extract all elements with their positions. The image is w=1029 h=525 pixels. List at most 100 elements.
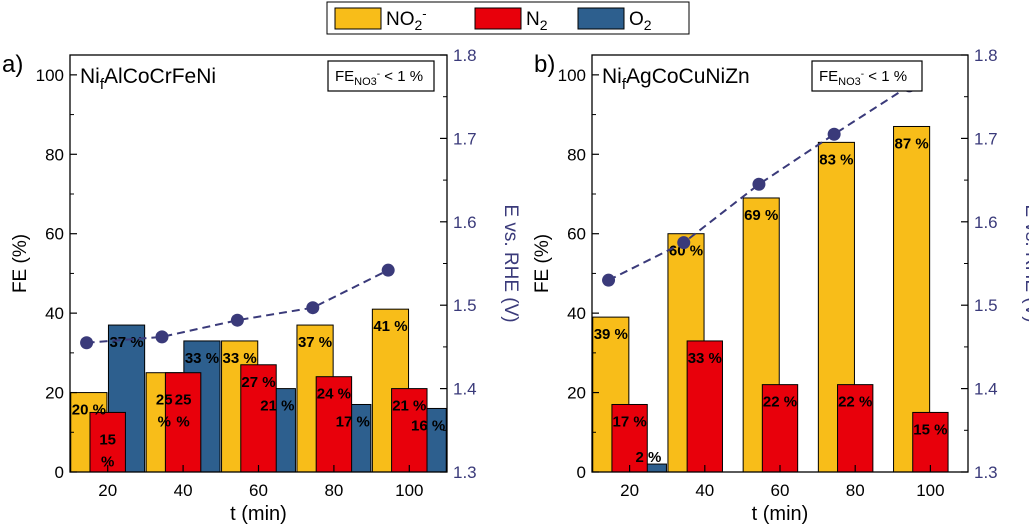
potential-point	[381, 263, 395, 277]
potential-series	[80, 263, 395, 350]
panel-title: NifAgCoCuNiZn	[602, 65, 750, 93]
y-axis-left: 0 20 40 60 80 100 FE (%)	[532, 66, 599, 482]
bar-value-label: 25%	[175, 392, 192, 431]
bar-value-label: 21 %	[392, 398, 426, 415]
legend-swatch-no2	[334, 7, 382, 30]
bar-n2-60	[240, 364, 277, 473]
legend-label-no2: NO2-	[386, 6, 427, 33]
x-tick-label: 80	[846, 481, 865, 500]
y2-tick-label: 1.6	[453, 213, 477, 232]
x-tick-label: 20	[98, 481, 117, 500]
bar-value-label: 60 %	[669, 243, 703, 260]
y-axis-title: FE (%)	[10, 234, 31, 293]
y2-tick-label: 1.5	[974, 296, 998, 315]
potential-point	[677, 236, 691, 250]
bar-value-label: 83 %	[819, 151, 853, 168]
panel-b: 39 % 60 % 69 % 83 % 87 % 17 % 33 % 22 % 22 % 15 %…	[532, 46, 1029, 525]
bar-n2-80	[837, 384, 874, 473]
bar-value-label: 21 %	[260, 398, 294, 415]
bar-value-label: 17 %	[336, 413, 370, 430]
bars	[592, 125, 949, 473]
y2-axis-title: E vs. RHE (V)	[500, 204, 521, 322]
y-tick-label: 40	[567, 304, 586, 323]
y2-tick-label: 1.7	[453, 129, 477, 148]
legend-label-n2: N2	[526, 9, 548, 33]
potential-point	[752, 177, 766, 191]
bar-n2-60	[761, 384, 799, 473]
potential-line	[608, 85, 910, 282]
y-tick-label: 20	[45, 384, 64, 403]
y2-tick-label: 1.4	[974, 380, 998, 399]
bar-value-label: 15 %	[913, 421, 947, 438]
bar-value-label: 33 %	[688, 350, 722, 367]
bar-n2-20	[611, 403, 648, 473]
bar-value-label: 37 %	[298, 334, 332, 351]
panel-a: 20 % 25 % 33 % 37 % 41 % 15 % 25 % 27 % 24 % 21 % 37 …	[2, 46, 521, 525]
panel-label: a)	[2, 51, 23, 78]
bar-value-label: 22 %	[838, 394, 872, 411]
y2-tick-label: 1.7	[974, 129, 998, 148]
bar-value-label: 24 %	[317, 386, 351, 403]
bars	[70, 308, 447, 473]
x-tick-label: 80	[324, 481, 343, 500]
bar-value-label: 15%	[99, 431, 116, 470]
bar-value-label: 37 %	[109, 334, 143, 351]
y-tick-label: 0	[577, 463, 586, 482]
x-tick-label: 100	[916, 481, 944, 500]
potential-point	[155, 330, 169, 344]
x-tick-label: 60	[249, 481, 268, 500]
y-tick-label: 20	[567, 384, 586, 403]
legend-swatch-o2	[577, 7, 625, 30]
y-tick-label: 100	[36, 66, 64, 85]
bar-n2-40	[686, 340, 723, 473]
panel-label: b)	[534, 51, 555, 78]
x-axis-title: t (min)	[752, 503, 809, 525]
fe-annotation-box	[811, 60, 923, 92]
legend-label-o2: O2	[629, 9, 652, 33]
bar-value-label: 39 %	[594, 326, 628, 343]
y2-tick-label: 1.8	[453, 46, 477, 65]
x-tick-label: 40	[695, 481, 714, 500]
x-tick-label: 100	[395, 481, 423, 500]
x-axis: 20 40 60 80 100 t (min)	[98, 465, 423, 525]
bar-n2-20	[89, 411, 126, 473]
x-axis-title: t (min)	[230, 503, 287, 525]
bar-labels: 20 % 25 % 33 % 37 % 41 % 15 % 25 % 27 % 24 % 21 % 37 …	[72, 318, 446, 470]
y2-tick-label: 1.8	[974, 46, 998, 65]
bar-value-label: 27 %	[241, 374, 275, 391]
bar-value-label: 2 %	[635, 449, 661, 466]
legend: NO2- N2 O2	[326, 1, 690, 35]
potential-point	[306, 301, 320, 315]
bar-value-label: 20 %	[72, 402, 106, 419]
y2-tick-label: 1.5	[453, 296, 477, 315]
y-tick-label: 80	[567, 145, 586, 164]
legend-swatch-n2	[474, 7, 522, 30]
fe-annotation-box	[327, 60, 435, 92]
fe-annotation: FENO3- < 1 %	[335, 68, 423, 88]
potential-point	[602, 273, 616, 287]
y2-tick-label: 1.3	[974, 463, 998, 482]
y-axis-right: 1.3 1.4 1.5 1.6 1.7 1.8 E vs. RHE (V)	[440, 46, 521, 482]
bar-labels: 39 % 60 % 69 % 83 % 87 % 17 % 33 % 22 % 22 % 15 %…	[594, 135, 948, 466]
bar-n2-100	[391, 388, 428, 473]
y-axis-right: 1.3 1.4 1.5 1.6 1.7 1.8 E vs. RHE (V)	[961, 46, 1029, 482]
y2-tick-label: 1.3	[453, 463, 477, 482]
potential-point	[80, 336, 94, 350]
bar-value-label: 22 %	[763, 394, 797, 411]
bar-value-label: 17 %	[612, 413, 646, 430]
y-tick-label: 60	[45, 225, 64, 244]
y-axis-title: FE (%)	[532, 234, 553, 293]
bar-value-label: 33 %	[223, 350, 257, 367]
x-tick-label: 60	[771, 481, 790, 500]
bar-value-label: 41 %	[373, 318, 407, 335]
bar-value-label: 16 %	[411, 417, 445, 434]
y2-tick-label: 1.6	[974, 213, 998, 232]
bar-n2-80	[315, 376, 353, 473]
y2-axis-title: E vs. RHE (V)	[1021, 204, 1029, 322]
y-tick-label: 80	[45, 145, 64, 164]
bar-value-label: 25%	[156, 392, 173, 431]
y-tick-label: 40	[45, 304, 64, 323]
bar-value-label: 33 %	[185, 350, 219, 367]
bar-value-label: 69 %	[744, 207, 778, 224]
